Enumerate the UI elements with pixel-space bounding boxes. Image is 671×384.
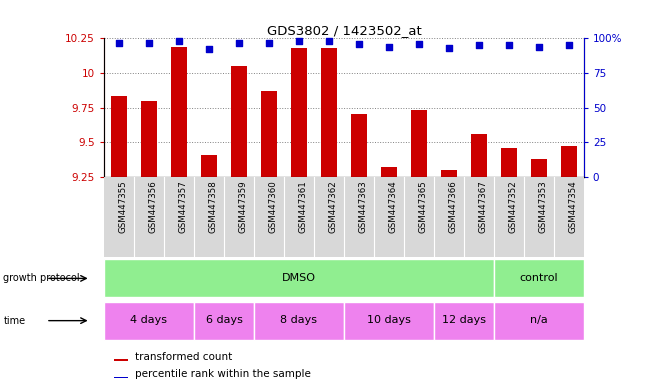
Bar — [441, 170, 457, 177]
Point — [323, 38, 334, 44]
Bar — [291, 48, 307, 177]
Text: 4 days: 4 days — [130, 315, 168, 325]
Point — [174, 38, 185, 44]
Text: GSM447354: GSM447354 — [569, 181, 578, 233]
Text: GSM447366: GSM447366 — [449, 181, 458, 233]
Bar — [170, 47, 187, 177]
Text: GSM447353: GSM447353 — [539, 181, 548, 233]
Text: GSM447352: GSM447352 — [509, 181, 518, 233]
Bar — [494, 302, 584, 339]
Text: GSM447359: GSM447359 — [239, 181, 248, 233]
Text: GSM447357: GSM447357 — [179, 181, 188, 233]
Text: transformed count: transformed count — [135, 352, 232, 362]
Text: GSM447365: GSM447365 — [419, 181, 428, 233]
Text: n/a: n/a — [530, 315, 548, 325]
Point — [354, 41, 364, 47]
Text: percentile rank within the sample: percentile rank within the sample — [135, 369, 311, 379]
Bar — [531, 159, 547, 177]
Text: GSM447361: GSM447361 — [299, 181, 308, 233]
Point — [144, 40, 154, 46]
Point — [564, 42, 574, 48]
Bar — [560, 146, 577, 177]
Bar — [104, 260, 494, 297]
Title: GDS3802 / 1423502_at: GDS3802 / 1423502_at — [266, 24, 421, 37]
Text: 6 days: 6 days — [205, 315, 242, 325]
Bar — [113, 359, 128, 361]
Bar — [260, 91, 277, 177]
Bar — [411, 110, 427, 177]
Text: GSM447367: GSM447367 — [479, 181, 488, 233]
Bar — [254, 302, 344, 339]
Bar — [194, 302, 254, 339]
Bar — [111, 96, 127, 177]
Bar — [231, 66, 247, 177]
Text: GSM447355: GSM447355 — [119, 181, 128, 233]
Text: growth protocol: growth protocol — [3, 273, 80, 283]
Text: GSM447360: GSM447360 — [269, 181, 278, 233]
Text: control: control — [519, 273, 558, 283]
Bar — [113, 376, 128, 378]
Bar — [141, 101, 157, 177]
Point — [533, 44, 544, 50]
Point — [413, 41, 424, 47]
Text: GSM447364: GSM447364 — [389, 181, 398, 233]
Text: 10 days: 10 days — [367, 315, 411, 325]
Text: GSM447358: GSM447358 — [209, 181, 218, 233]
Bar — [494, 260, 584, 297]
Point — [293, 38, 304, 44]
Point — [203, 46, 214, 53]
Point — [503, 42, 514, 48]
Text: time: time — [3, 316, 25, 326]
Point — [474, 42, 484, 48]
Bar — [470, 134, 487, 177]
Bar — [321, 48, 337, 177]
Bar — [501, 147, 517, 177]
Text: DMSO: DMSO — [282, 273, 316, 283]
Bar — [344, 302, 434, 339]
Point — [113, 40, 124, 46]
Point — [444, 45, 454, 51]
Text: GSM447363: GSM447363 — [359, 181, 368, 233]
Point — [384, 44, 395, 50]
Bar — [351, 114, 367, 177]
Bar — [380, 167, 397, 177]
Text: 8 days: 8 days — [280, 315, 317, 325]
Bar — [104, 302, 194, 339]
Text: 12 days: 12 days — [442, 315, 486, 325]
Bar — [201, 154, 217, 177]
Text: GSM447362: GSM447362 — [329, 181, 338, 233]
Point — [234, 40, 244, 46]
Point — [264, 40, 274, 46]
Text: GSM447356: GSM447356 — [149, 181, 158, 233]
Bar — [434, 302, 494, 339]
